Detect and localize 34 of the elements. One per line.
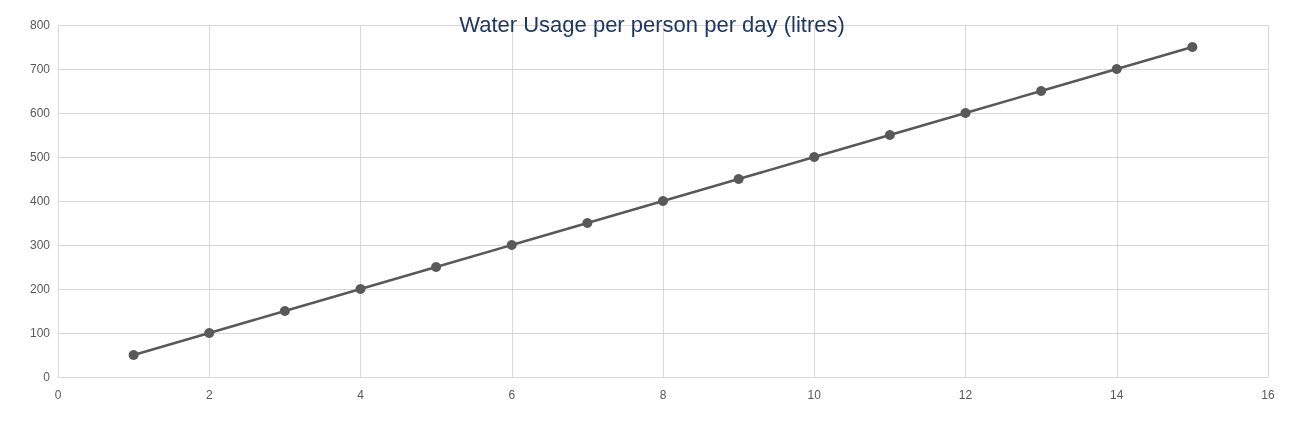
y-tick-label: 600 bbox=[29, 106, 51, 120]
point bbox=[733, 174, 744, 184]
x-tick-label: 12 bbox=[958, 388, 973, 402]
y-tick-label: 500 bbox=[29, 150, 51, 164]
y-tick-label: 100 bbox=[29, 326, 51, 340]
point bbox=[355, 284, 366, 294]
x-tick-label: 14 bbox=[1110, 388, 1124, 402]
chart-title: Water Usage per person per day (litres) bbox=[459, 11, 845, 37]
x-tick-label: 6 bbox=[508, 388, 516, 402]
y-tick-label: 200 bbox=[29, 282, 51, 296]
y-tick-label: 300 bbox=[29, 238, 51, 252]
point bbox=[960, 108, 971, 118]
x-tick-label: 2 bbox=[205, 388, 213, 402]
point bbox=[279, 306, 290, 316]
y-tick-label: 400 bbox=[29, 194, 51, 208]
x-tick-label: 16 bbox=[1261, 388, 1275, 402]
point bbox=[128, 350, 139, 360]
point bbox=[1111, 64, 1122, 74]
point bbox=[204, 328, 215, 338]
point bbox=[582, 218, 593, 228]
x-tick-label: 0 bbox=[54, 388, 62, 402]
point bbox=[884, 130, 895, 140]
point bbox=[1036, 86, 1047, 96]
y-tick-label: 0 bbox=[43, 370, 51, 384]
x-tick-label: 8 bbox=[659, 388, 667, 402]
y-tick-label: 700 bbox=[29, 62, 51, 76]
x-tick-label: 10 bbox=[807, 388, 822, 402]
x-tick-label: 4 bbox=[357, 388, 365, 402]
point bbox=[506, 240, 517, 250]
point bbox=[658, 196, 668, 206]
point bbox=[1187, 42, 1198, 52]
point bbox=[809, 152, 820, 162]
y-tick-label: 800 bbox=[29, 18, 51, 32]
point bbox=[431, 262, 442, 272]
